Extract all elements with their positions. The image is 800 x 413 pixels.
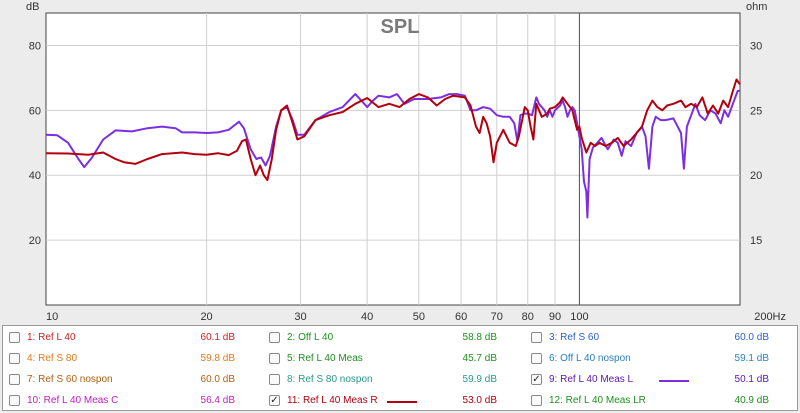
legend-label: 8: Ref S 80 nospon xyxy=(287,374,373,385)
legend-value: 45.7 dB xyxy=(462,353,497,364)
legend-line-swatch xyxy=(387,401,417,403)
legend-checkbox[interactable] xyxy=(531,353,542,364)
y-tick-label-left: 80 xyxy=(29,40,41,52)
legend-checkbox[interactable] xyxy=(531,395,542,406)
y-tick-label-right: 30 xyxy=(750,40,762,52)
legend-item[interactable]: 6: Off L 40 nospon 59.1 dB xyxy=(531,352,769,368)
legend-label: 12: Ref L 40 Meas LR xyxy=(549,395,646,406)
series-line-2 xyxy=(45,78,741,182)
y-tick-label-right: 25 xyxy=(750,105,762,117)
legend-value: 59.1 dB xyxy=(734,353,769,364)
legend-checkbox[interactable] xyxy=(531,332,542,343)
x-tick-label: 100 xyxy=(570,311,588,323)
legend-value: 60.1 dB xyxy=(200,332,235,343)
legend-checkbox[interactable]: ✓ xyxy=(531,374,542,385)
spl-chart: SPL dB ohm 10 20 30 40 50 60 70 80 90 100 200Hz 20… xyxy=(26,1,786,323)
legend-checkbox[interactable] xyxy=(9,332,20,343)
legend-value: 60.0 dB xyxy=(734,332,769,343)
x-tick-label: 30 xyxy=(294,311,306,323)
legend-line-swatch xyxy=(659,380,689,382)
legend-label: 6: Off L 40 nospon xyxy=(549,353,631,364)
y-tick-label-left: 40 xyxy=(29,170,41,182)
legend-checkbox[interactable] xyxy=(269,332,280,343)
legend-label: 7: Ref S 60 nospon xyxy=(27,374,113,385)
y-tick-label-right: 15 xyxy=(750,235,762,247)
legend-item[interactable]: ✓ 11: Ref L 40 Meas R 53.0 dB xyxy=(269,394,497,410)
x-tick-label: 60 xyxy=(455,311,467,323)
legend-label: 11: Ref L 40 Meas R xyxy=(287,395,378,406)
x-tick-labels: 10 20 30 40 50 60 70 80 90 100 200Hz xyxy=(46,311,786,323)
legend-value: 59.8 dB xyxy=(200,353,235,364)
series-line-1 xyxy=(45,89,740,219)
legend-item[interactable]: 3: Ref S 60 60.0 dB xyxy=(531,331,769,347)
legend-value: 58.8 dB xyxy=(462,332,497,343)
legend-panel: 1: Ref L 40 60.1 dB 2: Off L 40 58.8 dB 3: R… xyxy=(2,325,798,411)
legend-checkbox[interactable] xyxy=(9,374,20,385)
legend-label: 2: Off L 40 xyxy=(287,332,334,343)
legend-checkbox[interactable] xyxy=(269,353,280,364)
y-tick-label-left: 60 xyxy=(29,105,41,117)
x-tick-label: 10 xyxy=(46,311,58,323)
legend-label: 4: Ref S 80 xyxy=(27,353,78,364)
legend-value: 40.9 dB xyxy=(734,395,769,406)
legend-checkbox[interactable] xyxy=(9,395,20,406)
y-tick-label-right: 20 xyxy=(750,170,762,182)
y-axis-unit-right: ohm xyxy=(746,1,767,13)
x-tick-label: 80 xyxy=(522,311,534,323)
y-tick-labels-left: 20 40 60 80 xyxy=(29,40,41,247)
legend-item[interactable]: 12: Ref L 40 Meas LR 40.9 dB xyxy=(531,394,769,410)
legend-label: 1: Ref L 40 xyxy=(27,332,76,343)
x-tick-label: 40 xyxy=(361,311,373,323)
x-tick-label: 200Hz xyxy=(754,311,786,323)
legend-checkbox[interactable] xyxy=(269,374,280,385)
legend-label: 5: Ref L 40 Meas xyxy=(287,353,363,364)
legend-value: 60.0 dB xyxy=(200,374,235,385)
legend-label: 9: Ref L 40 Meas L xyxy=(549,374,634,385)
legend-item[interactable]: ✓ 9: Ref L 40 Meas L 50.1 dB xyxy=(531,373,769,389)
x-tick-label: 20 xyxy=(200,311,212,323)
legend-value: 50.1 dB xyxy=(734,374,769,385)
legend-item[interactable]: 8: Ref S 80 nospon 59.9 dB xyxy=(269,373,497,389)
x-tick-label: 70 xyxy=(491,311,503,323)
legend-item[interactable]: 1: Ref L 40 60.1 dB xyxy=(9,331,235,347)
legend-value: 56.4 dB xyxy=(200,395,235,406)
x-tick-label: 50 xyxy=(413,311,425,323)
legend-item[interactable]: 10: Ref L 40 Meas C 56.4 dB xyxy=(9,394,235,410)
legend-checkbox[interactable]: ✓ xyxy=(269,395,280,406)
y-tick-label-left: 20 xyxy=(29,235,41,247)
y-axis-unit-left: dB xyxy=(26,1,39,13)
legend-checkbox[interactable] xyxy=(9,353,20,364)
legend-value: 53.0 dB xyxy=(462,395,497,406)
legend-item[interactable]: 4: Ref S 80 59.8 dB xyxy=(9,352,235,368)
chart-title: SPL xyxy=(381,16,420,38)
plot-area xyxy=(45,12,741,306)
legend-value: 59.9 dB xyxy=(462,374,497,385)
series-lines xyxy=(45,78,741,219)
legend-label: 10: Ref L 40 Meas C xyxy=(27,395,119,406)
x-tick-label: 90 xyxy=(549,311,561,323)
y-tick-labels-right: 15 20 25 30 xyxy=(750,40,762,247)
legend-item[interactable]: 5: Ref L 40 Meas 45.7 dB xyxy=(269,352,497,368)
legend-item[interactable]: 2: Off L 40 58.8 dB xyxy=(269,331,497,347)
legend-label: 3: Ref S 60 xyxy=(549,332,600,343)
legend-item[interactable]: 7: Ref S 60 nospon 60.0 dB xyxy=(9,373,235,389)
